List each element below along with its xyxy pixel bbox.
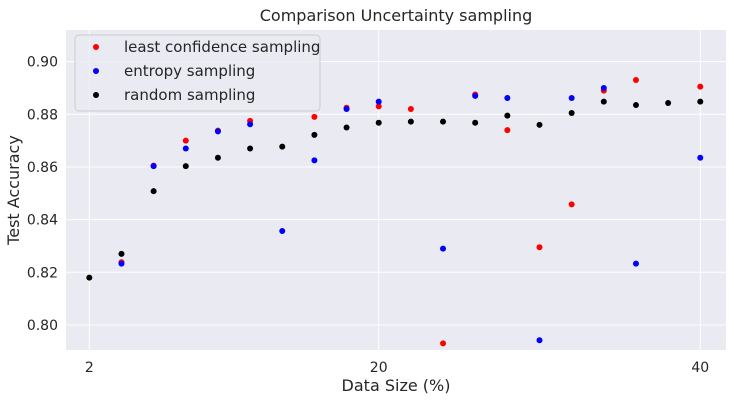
data-point <box>697 83 704 90</box>
y-tick-label: 0.84 <box>27 213 58 229</box>
data-point <box>86 274 93 281</box>
y-tick-label: 0.86 <box>27 160 58 176</box>
data-point <box>247 145 254 152</box>
x-tick-label: 20 <box>370 360 388 376</box>
data-point <box>504 94 511 101</box>
x-axis-label: Data Size (%) <box>342 376 451 395</box>
x-tick-labels: 2 20 40 <box>85 360 709 376</box>
y-tick-labels: 0.80 0.82 0.84 0.86 0.88 0.90 <box>27 55 58 334</box>
data-point <box>504 112 511 119</box>
data-point <box>182 145 189 152</box>
data-point <box>343 124 350 131</box>
data-point <box>665 99 672 106</box>
data-point <box>440 118 447 125</box>
data-point <box>375 103 382 110</box>
data-point <box>214 154 221 161</box>
data-point <box>214 128 221 135</box>
data-point <box>697 154 704 161</box>
data-point <box>600 84 607 91</box>
data-point <box>697 98 704 105</box>
legend-entry: entropy sampling <box>124 62 255 80</box>
data-point <box>536 337 543 344</box>
y-tick-label: 0.90 <box>27 55 58 71</box>
y-axis-label: Test Accuracy <box>4 135 23 246</box>
legend: least confidence sampling entropy samplin… <box>74 34 321 112</box>
data-point <box>440 340 447 347</box>
x-tick-label: 2 <box>85 360 94 376</box>
legend-entry: random sampling <box>124 86 255 104</box>
y-tick-label: 0.88 <box>27 107 58 123</box>
data-point <box>150 163 157 170</box>
data-point <box>568 94 575 101</box>
data-point <box>311 113 318 120</box>
data-point <box>247 121 254 128</box>
chart-title: Comparison Uncertainty sampling <box>260 6 533 25</box>
data-point <box>407 106 414 113</box>
data-point <box>311 157 318 164</box>
legend-marker <box>93 92 99 98</box>
data-point <box>311 131 318 138</box>
legend-marker <box>93 44 99 50</box>
data-point <box>568 109 575 116</box>
data-points <box>86 77 704 347</box>
data-point <box>118 250 125 257</box>
legend-entry: least confidence sampling <box>124 38 320 56</box>
series-1 <box>118 84 704 344</box>
y-tick-label: 0.82 <box>27 265 58 281</box>
x-tick-label: 40 <box>691 360 709 376</box>
data-point <box>632 260 639 267</box>
data-point <box>279 143 286 150</box>
data-point <box>472 92 479 99</box>
data-point <box>472 119 479 126</box>
data-point <box>568 201 575 208</box>
data-point <box>632 77 639 84</box>
legend-box <box>74 34 321 112</box>
data-point <box>536 121 543 128</box>
data-point <box>536 244 543 251</box>
data-point <box>375 119 382 126</box>
data-point <box>375 98 382 105</box>
data-point <box>343 106 350 113</box>
data-point <box>504 127 511 134</box>
legend-marker <box>93 68 99 74</box>
data-point <box>407 118 414 125</box>
data-point <box>182 163 189 170</box>
data-point <box>279 227 286 234</box>
y-tick-label: 0.80 <box>27 318 58 334</box>
series-2 <box>86 98 704 281</box>
data-point <box>150 188 157 195</box>
data-point <box>600 98 607 105</box>
data-point <box>182 137 189 144</box>
data-point <box>440 245 447 252</box>
data-point <box>632 102 639 109</box>
data-point <box>118 260 125 267</box>
